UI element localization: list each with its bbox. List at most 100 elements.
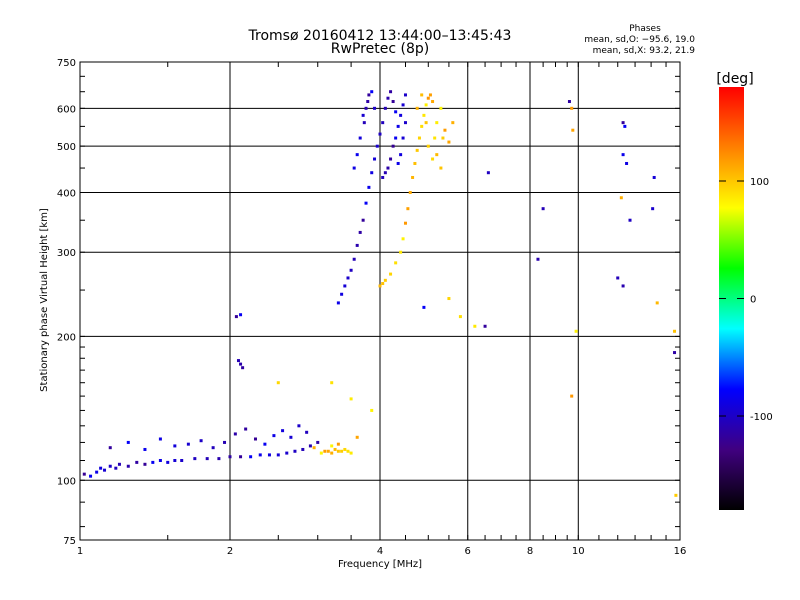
x-mode-point (673, 329, 677, 333)
x-mode-point (336, 449, 340, 453)
o-mode-point (205, 457, 209, 461)
o-mode-point (186, 442, 190, 446)
o-mode-point (276, 453, 280, 457)
chart-title: Tromsø 20160412 13:44:00–13:45:43 (248, 28, 512, 44)
o-mode-point (95, 470, 99, 474)
colorbar-tick-label: 0 (750, 295, 756, 306)
x-mode-point (574, 329, 578, 333)
x-mode-point (383, 278, 387, 282)
x-mode-point (355, 435, 359, 439)
o-mode-point (126, 440, 130, 444)
x-mode-point (378, 284, 382, 288)
o-mode-point (378, 132, 382, 136)
x-mode-point (276, 381, 280, 385)
o-mode-point (361, 218, 365, 222)
o-mode-point (193, 457, 197, 461)
o-mode-point (394, 136, 398, 140)
o-mode-point (352, 257, 356, 261)
stats-header: Phases (629, 24, 661, 34)
o-mode-point (399, 153, 403, 157)
o-mode-point (135, 460, 139, 464)
x-mode-point (428, 93, 432, 97)
x-mode-point (415, 106, 419, 110)
o-mode-point (367, 185, 371, 189)
o-mode-point (89, 474, 93, 478)
o-mode-point (143, 447, 147, 451)
o-mode-point (258, 453, 262, 457)
o-mode-point (391, 100, 395, 104)
x-mode-point (422, 113, 426, 117)
x-mode-point (447, 297, 451, 301)
x-mode-point (403, 221, 407, 225)
x-mode-point (655, 301, 659, 305)
o-mode-point (343, 284, 347, 288)
o-mode-point (652, 175, 656, 179)
x-mode-point (443, 128, 447, 132)
o-mode-point (366, 100, 370, 104)
o-mode-point (108, 464, 112, 468)
x-mode-point (433, 136, 437, 140)
x-mode-point (406, 207, 410, 211)
o-mode-point (383, 106, 387, 110)
o-mode-point (383, 171, 387, 175)
o-mode-point (352, 166, 356, 170)
o-mode-point (389, 90, 393, 94)
o-mode-point (293, 449, 297, 453)
o-mode-point (217, 457, 221, 461)
x-mode-point (439, 166, 443, 170)
x-mode-point (343, 447, 347, 451)
x-mode-point (389, 272, 393, 276)
o-mode-point (422, 305, 426, 309)
x-mode-point (336, 442, 340, 446)
stats-x-line: mean, sd,X: 93.2, 21.9 (593, 46, 696, 56)
o-mode-point (233, 432, 237, 436)
o-mode-point (239, 455, 243, 459)
o-mode-point (483, 324, 487, 328)
o-mode-point (234, 315, 238, 319)
o-mode-point (281, 429, 285, 433)
o-mode-point (628, 218, 632, 222)
o-mode-point (305, 430, 309, 434)
o-mode-point (103, 468, 107, 472)
o-mode-point (228, 455, 232, 459)
o-mode-point (241, 366, 245, 370)
o-mode-point (381, 121, 385, 125)
o-mode-point (358, 230, 362, 234)
o-mode-point (340, 292, 344, 296)
o-mode-point (396, 161, 400, 165)
o-mode-point (396, 124, 400, 128)
o-mode-point (180, 458, 184, 462)
x-mode-point (424, 121, 428, 125)
y-axis-label: Stationary phase Virtual Height [km] (39, 208, 50, 392)
o-mode-point (362, 121, 366, 125)
o-mode-point (386, 96, 390, 100)
y-tick-label: 500 (57, 142, 76, 153)
x-mode-point (439, 106, 443, 110)
o-mode-point (249, 455, 253, 459)
o-mode-point (267, 453, 271, 457)
x-mode-point (415, 148, 419, 152)
x-tick-label: 4 (377, 546, 383, 557)
o-mode-point (364, 201, 368, 205)
o-mode-point (126, 464, 130, 468)
o-mode-point (403, 93, 407, 97)
x-tick-label: 2 (227, 546, 233, 557)
o-mode-point (381, 175, 385, 179)
o-mode-point (621, 284, 625, 288)
x-tick-label: 10 (572, 546, 585, 557)
o-mode-point (82, 472, 86, 476)
o-mode-point (346, 276, 350, 280)
x-mode-point (323, 449, 327, 453)
colorbar-tick-label: -100 (750, 412, 773, 423)
x-mode-point (571, 128, 575, 132)
o-mode-point (391, 144, 395, 148)
o-mode-point (289, 435, 293, 439)
axis-ticks: 1 2 4 6 8 10 16 75 100 200 300 400 500 600 750 (57, 58, 686, 557)
o-mode-point (355, 243, 359, 247)
x-tick-label: 1 (77, 546, 83, 557)
x-mode-point (619, 196, 623, 200)
o-mode-point (308, 444, 312, 448)
o-mode-point (114, 466, 118, 470)
o-mode-point (151, 460, 155, 464)
o-mode-point (158, 458, 162, 462)
